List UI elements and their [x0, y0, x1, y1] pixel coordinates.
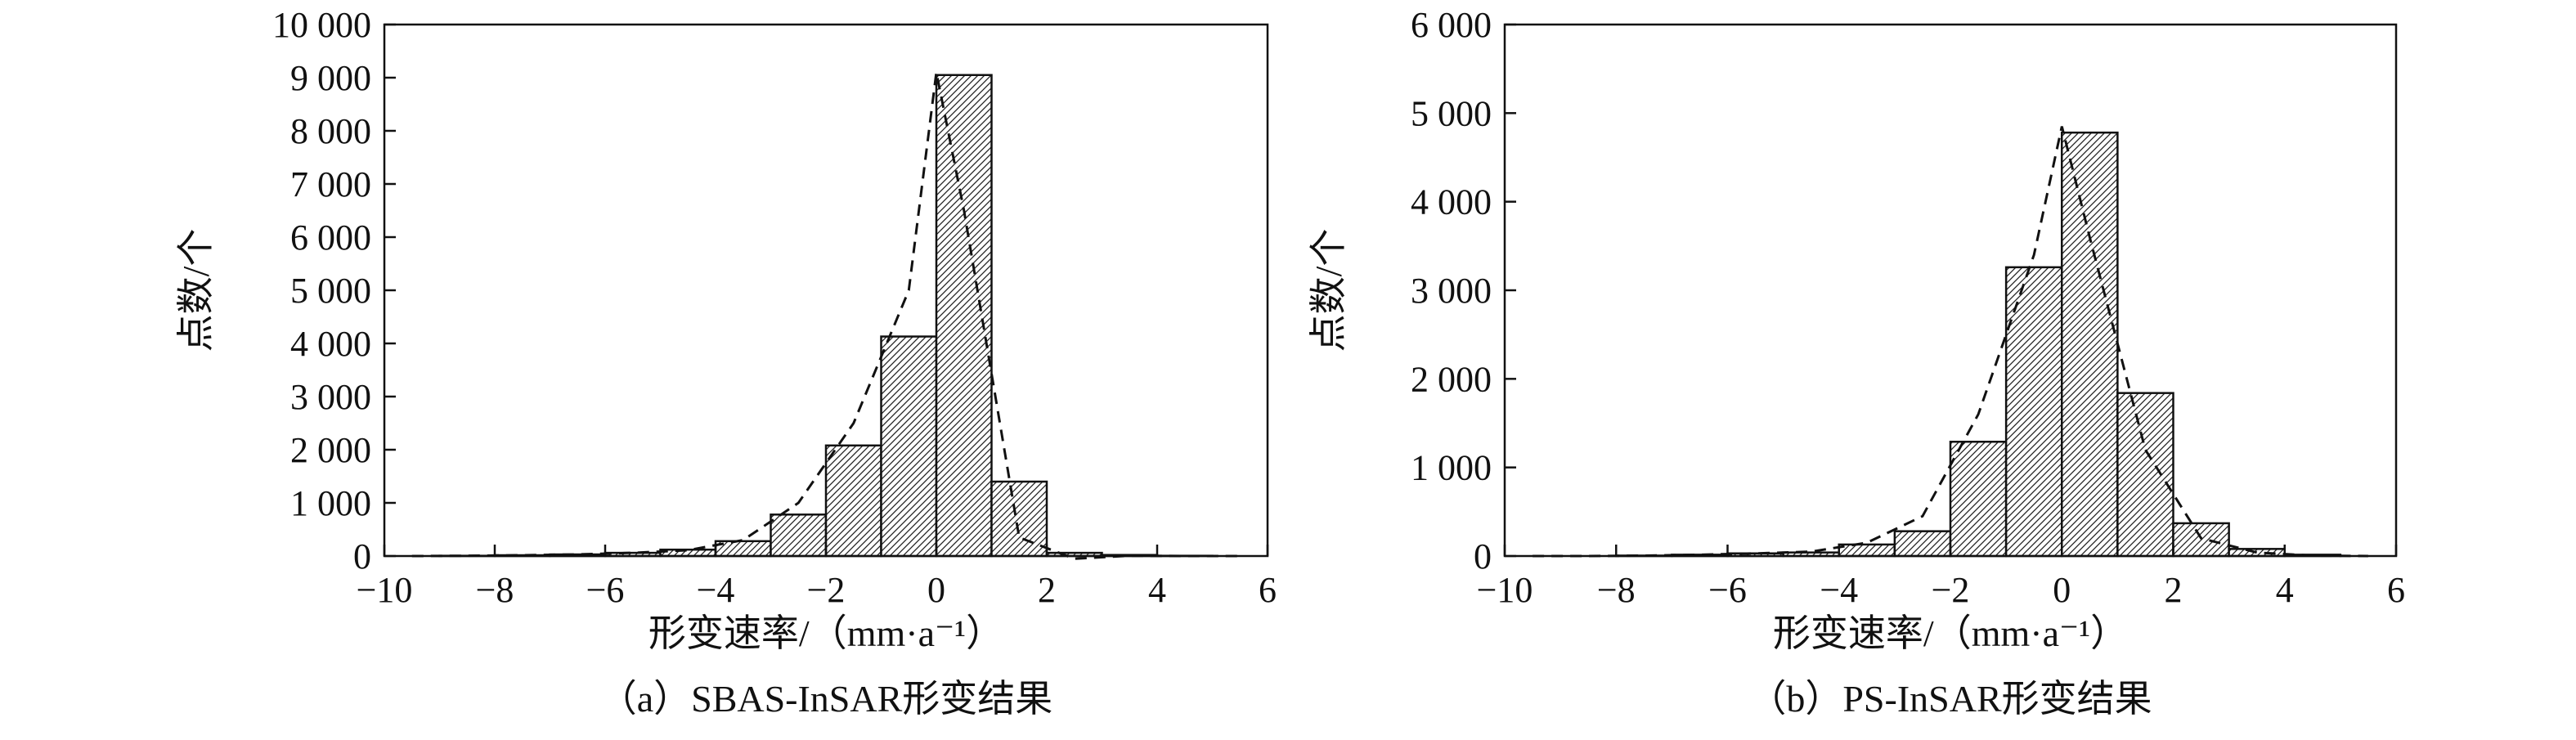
x-tick-label: 0: [927, 570, 945, 610]
x-axis-ticks: −10 −8 −6 −4 −2 0 2 4 6: [357, 545, 1277, 610]
x-tick-label: −6: [586, 570, 625, 610]
x-tick-label: 4: [1148, 570, 1166, 610]
y-tick-label: 9 000: [290, 58, 371, 98]
y-tick-label: 2 000: [1411, 359, 1492, 399]
y-axis-label: 点数/个: [175, 229, 217, 352]
x-tick-label: −2: [1932, 570, 1970, 610]
y-tick-label: 1 000: [1411, 448, 1492, 488]
histogram-bars: [1615, 131, 2342, 558]
histogram-bar: [935, 74, 993, 558]
histogram-bars: [438, 74, 1214, 558]
histogram-bar: [824, 444, 882, 558]
histogram-bar: [1893, 530, 1952, 558]
histogram-bar: [770, 514, 828, 558]
x-tick-label: 4: [2276, 570, 2294, 610]
y-axis-ticks: 0 1 000 2 000 3 000 4 000 5 000 6 000: [1411, 5, 1516, 576]
y-tick-label: 1 000: [290, 483, 371, 523]
fit-curve-dashed: [1533, 126, 2368, 558]
y-tick-label: 10 000: [272, 5, 371, 45]
x-tick-label: 2: [2165, 570, 2183, 610]
x-tick-label: −4: [1820, 570, 1858, 610]
y-tick-label: 0: [1474, 536, 1492, 576]
histogram-bar: [2116, 392, 2174, 558]
histogram-bar: [2004, 266, 2063, 558]
histogram-bar: [990, 480, 1048, 558]
y-tick-label: 8 000: [290, 111, 371, 151]
y-axis-ticks: 0 1 000 2 000 3 000 4 000 5 000 6 000 7 000 8 00…: [272, 5, 396, 576]
x-tick-label: −4: [697, 570, 735, 610]
y-tick-label: 5 000: [290, 271, 371, 311]
y-axis-label: 点数/个: [1308, 229, 1349, 352]
y-tick-label: 3 000: [290, 377, 371, 417]
x-tick-label: −10: [357, 570, 413, 610]
x-axis-label: 形变速率/（mm·a⁻¹）: [648, 612, 1003, 654]
x-tick-label: 6: [1259, 570, 1277, 610]
y-tick-label: 3 000: [1411, 271, 1492, 311]
y-tick-label: 0: [353, 536, 371, 576]
panel-caption: （b）PS-InSAR形变结果: [1748, 678, 2152, 720]
y-tick-label: 6 000: [1411, 5, 1492, 45]
histogram-bar: [1838, 543, 1896, 558]
y-tick-label: 6 000: [290, 218, 371, 258]
x-tick-label: −2: [807, 570, 846, 610]
y-tick-label: 4 000: [1411, 182, 1492, 222]
histogram-bar: [1949, 441, 2008, 558]
y-tick-label: 2 000: [290, 430, 371, 470]
histogram-bar: [2172, 522, 2230, 558]
x-tick-label: −10: [1477, 570, 1533, 610]
x-tick-label: −8: [476, 570, 514, 610]
x-tick-label: −8: [1597, 570, 1636, 610]
histogram-bar: [2228, 548, 2286, 558]
y-tick-label: 7 000: [290, 164, 371, 204]
y-tick-label: 5 000: [1411, 93, 1492, 133]
panel-caption: （a）SBAS-InSAR形变结果: [599, 678, 1053, 720]
x-tick-label: 2: [1038, 570, 1056, 610]
histogram-bar: [880, 335, 938, 558]
x-tick-label: −6: [1708, 570, 1747, 610]
histogram-bar: [2061, 131, 2119, 558]
x-tick-label: 6: [2387, 570, 2405, 610]
x-axis-label: 形变速率/（mm·a⁻¹）: [1773, 612, 2128, 654]
x-axis-ticks: −10 −8 −6 −4 −2 0 2 4 6: [1477, 545, 2405, 610]
x-tick-label: 0: [2053, 570, 2071, 610]
histogram-bar: [714, 540, 772, 558]
chart-panel-a: 0 1 000 2 000 3 000 4 000 5 000 6 000 7 000 8 00…: [175, 5, 1277, 720]
fit-curve-dashed: [411, 72, 1241, 560]
y-tick-label: 4 000: [290, 324, 371, 364]
